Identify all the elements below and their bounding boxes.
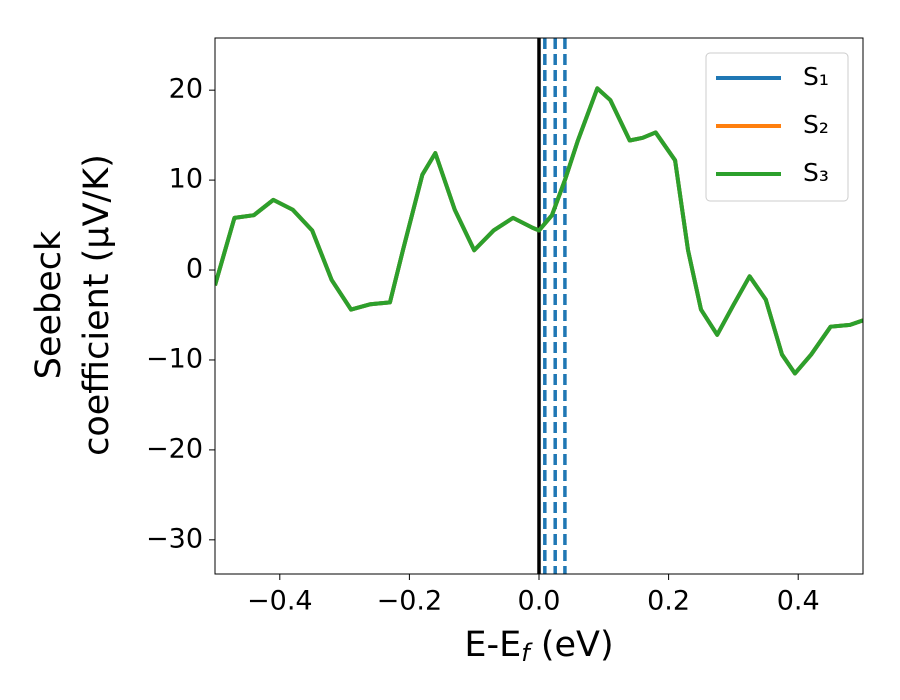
- x-tick-label: 0.0: [518, 586, 561, 617]
- x-tick-label: −0.2: [377, 586, 443, 617]
- series-line: [215, 86, 863, 376]
- legend-label: S₂: [803, 110, 829, 139]
- legend-label: S₃: [803, 158, 829, 187]
- y-tick-label: −10: [146, 343, 203, 374]
- x-tick-label: −0.4: [247, 586, 313, 617]
- y-tick-label: 0: [186, 254, 203, 285]
- legend-label: S₁: [803, 62, 829, 91]
- x-tick-label: 0.2: [647, 586, 690, 617]
- y-tick-label: 10: [169, 164, 203, 195]
- x-tick-label: 0.4: [777, 586, 820, 617]
- y-axis-label: Seebeck: [29, 230, 69, 379]
- y-tick-label: −30: [146, 523, 203, 554]
- y-axis-label: coefficient (μV/K): [77, 154, 117, 456]
- x-axis-label: E-Ef (eV): [464, 625, 613, 667]
- y-tick-label: −20: [146, 433, 203, 464]
- y-tick-label: 20: [169, 74, 203, 105]
- plot-frame: [214, 37, 864, 575]
